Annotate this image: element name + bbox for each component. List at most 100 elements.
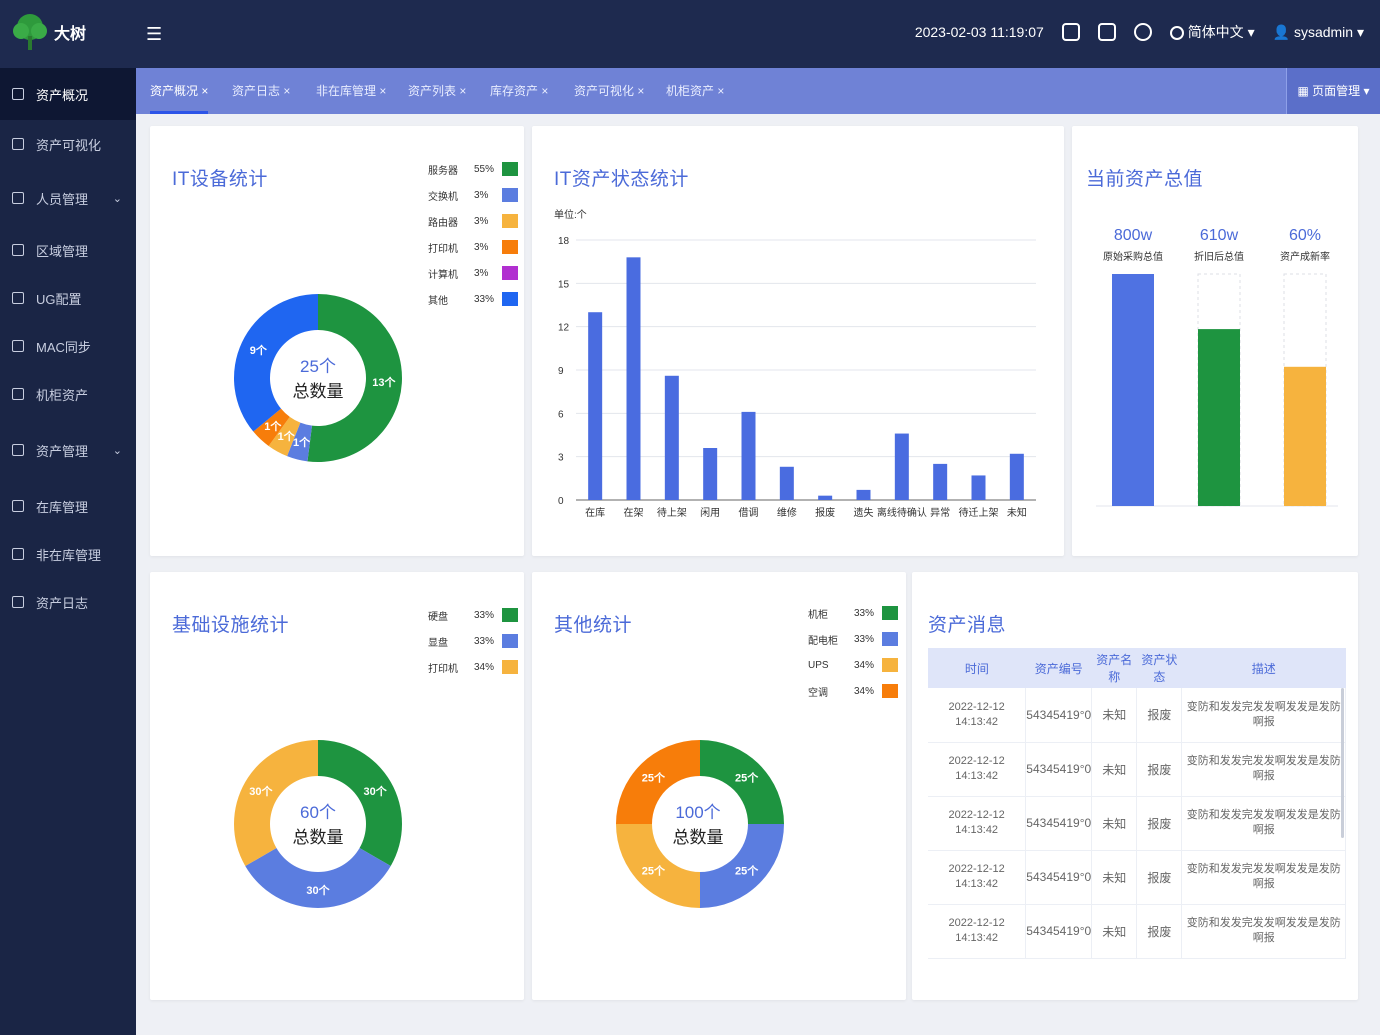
slice-label: 1个 xyxy=(293,435,311,449)
y-tick-label: 6 xyxy=(558,409,564,420)
legend-item[interactable]: 交换机 3% xyxy=(428,182,518,208)
location-icon[interactable] xyxy=(1133,23,1152,41)
tab[interactable]: 资产列表 × xyxy=(408,68,466,114)
sidebar-item[interactable]: 资产概况 xyxy=(0,68,136,120)
logo[interactable]: 大树 xyxy=(12,12,86,52)
sidebar-item[interactable]: MAC同步 xyxy=(0,320,136,372)
legend-item[interactable]: 打印机 3% xyxy=(428,234,518,260)
bar[interactable] xyxy=(741,411,756,500)
donut-slice[interactable] xyxy=(700,740,784,824)
value-bar[interactable] xyxy=(1198,329,1240,506)
donut-slice[interactable] xyxy=(318,740,402,866)
bar[interactable] xyxy=(933,463,948,500)
close-icon[interactable]: × xyxy=(198,84,209,98)
bar[interactable] xyxy=(779,466,794,500)
table-row[interactable]: 2022-12-12 14:13:42 54345419°0 未知 报废 变防和发发完发… xyxy=(928,796,1346,851)
legend-item[interactable]: 其他 33% xyxy=(428,286,518,312)
sidebar-item[interactable]: 在库管理 xyxy=(0,480,136,532)
screen-icon[interactable] xyxy=(1061,23,1080,41)
legend-item[interactable]: 路由器 3% xyxy=(428,208,518,234)
table-row[interactable]: 2022-12-12 14:13:42 54345419°0 未知 报废 变防和发发完发… xyxy=(928,850,1346,905)
book-icon[interactable] xyxy=(1097,23,1116,41)
legend-item[interactable]: UPS 34% xyxy=(808,652,898,678)
close-icon[interactable]: × xyxy=(280,84,291,98)
sidebar-item[interactable]: 区域管理 xyxy=(0,224,136,276)
donut-slice[interactable] xyxy=(287,422,312,462)
bar[interactable] xyxy=(894,433,909,500)
donut-slice[interactable] xyxy=(616,740,700,824)
donut-slice[interactable] xyxy=(616,824,700,908)
close-icon[interactable]: × xyxy=(634,84,645,98)
tab[interactable]: 资产日志 × xyxy=(232,68,290,114)
slice-label: 25个 xyxy=(642,864,666,878)
table-cell: 变防和发发完发发啊发发是发防啊报 xyxy=(1181,904,1346,959)
table-scrollbar[interactable] xyxy=(1341,688,1344,838)
legend-item[interactable]: 机柜 33% xyxy=(808,600,898,626)
legend-item[interactable]: 显盘 33% xyxy=(428,628,518,654)
sidebar-item[interactable]: 资产可视化 xyxy=(0,118,136,170)
sidebar-item[interactable]: 资产管理 ⌄ xyxy=(0,424,136,476)
user-menu[interactable]: 👤 sysadmin ▾ xyxy=(1272,23,1364,40)
bar[interactable] xyxy=(856,489,871,500)
table-row[interactable]: 2022-12-12 14:13:42 54345419°0 未知 报废 变防和发发完发… xyxy=(928,904,1346,959)
donut-slice[interactable] xyxy=(234,294,318,432)
value-bar[interactable] xyxy=(1284,366,1326,506)
bar[interactable] xyxy=(703,448,718,500)
sidebar-item[interactable]: 资产日志 xyxy=(0,576,136,628)
tab[interactable]: 库存资产 × xyxy=(490,68,548,114)
close-icon[interactable]: × xyxy=(376,84,387,98)
legend-item[interactable]: 空调 34% xyxy=(808,678,898,704)
tab[interactable]: 非在库管理 × xyxy=(316,68,386,114)
legend-swatch xyxy=(502,214,518,228)
donut-slice[interactable] xyxy=(700,824,784,908)
legend: 机柜 33% 配电柜 33% UPS 34% 空调 34% xyxy=(808,600,898,704)
bar[interactable] xyxy=(971,475,986,500)
slice-label: 25个 xyxy=(735,864,759,878)
bar[interactable] xyxy=(818,495,833,500)
legend-item[interactable]: 硬盘 33% xyxy=(428,602,518,628)
legend-percent: 33% xyxy=(474,609,495,621)
close-icon[interactable]: × xyxy=(456,84,467,98)
total-count: 60个 xyxy=(300,803,336,822)
x-tick-label: 闲用 xyxy=(700,506,720,519)
sidebar-item[interactable]: 人员管理 ⌄ xyxy=(0,172,136,224)
bar[interactable] xyxy=(588,312,603,500)
tab[interactable]: 资产可视化 × xyxy=(574,68,644,114)
legend-swatch xyxy=(882,658,898,672)
total-count: 25个 xyxy=(300,357,336,376)
sidebar-item[interactable]: UG配置 xyxy=(0,272,136,324)
menu-icon xyxy=(12,596,24,608)
page-manager-button[interactable]: ▦ 页面管理 ▾ xyxy=(1286,68,1380,114)
close-icon[interactable]: × xyxy=(714,84,725,98)
sidebar-item[interactable]: 非在库管理 xyxy=(0,528,136,580)
bar[interactable] xyxy=(664,375,679,500)
table-row[interactable]: 2022-12-12 14:13:42 54345419°0 未知 报废 变防和发发完发… xyxy=(928,742,1346,797)
table-row[interactable]: 2022-12-12 14:13:42 54345419°0 未知 报废 变防和发发完发… xyxy=(928,688,1346,743)
tab[interactable]: 机柜资产 × xyxy=(666,68,724,114)
donut-slice[interactable] xyxy=(268,416,301,457)
tab[interactable]: 资产概况 × xyxy=(150,68,209,114)
bar[interactable] xyxy=(1009,453,1024,500)
donut-slice[interactable] xyxy=(307,294,402,462)
language-select[interactable]: 简体中文 ▾ xyxy=(1169,22,1255,42)
table-cell: 报废 xyxy=(1136,688,1183,743)
legend-item[interactable]: 配电柜 33% xyxy=(808,626,898,652)
legend-item[interactable]: 打印机 34% xyxy=(428,654,518,680)
legend-item[interactable]: 计算机 3% xyxy=(428,260,518,286)
legend-label: 其他 xyxy=(428,295,448,307)
donut-slice[interactable] xyxy=(234,740,318,866)
legend-item[interactable]: 服务器 55% xyxy=(428,156,518,182)
menu-toggle-icon[interactable]: ☰ xyxy=(146,24,163,44)
slice-label: 30个 xyxy=(364,784,388,798)
donut-slice[interactable] xyxy=(245,848,391,908)
unit-label: 单位:个 xyxy=(554,210,587,221)
sidebar-item-label: 机柜资产 xyxy=(36,387,89,403)
value-bar[interactable] xyxy=(1112,274,1154,506)
bar[interactable] xyxy=(626,257,641,500)
close-icon[interactable]: × xyxy=(538,84,549,98)
table-cell: 未知 xyxy=(1091,742,1138,797)
sidebar-item[interactable]: 机柜资产 xyxy=(0,368,136,420)
tab-label: 资产概况 xyxy=(150,84,199,98)
donut-slice[interactable] xyxy=(253,408,290,446)
